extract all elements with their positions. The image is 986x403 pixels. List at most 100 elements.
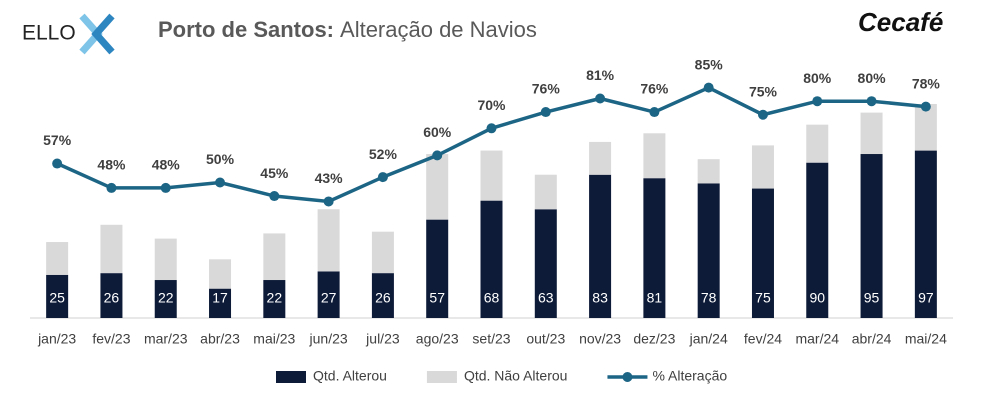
line-point (757, 109, 768, 120)
x-tick-label: nov/23 (579, 331, 621, 347)
x-tick-label: jun/23 (309, 331, 348, 347)
line-value-label: 78% (912, 75, 941, 91)
line-value-label: 48% (152, 157, 181, 173)
bar-value-label: 22 (267, 290, 283, 306)
line-point (160, 182, 171, 193)
legend-label: Qtd. Não Alterou (464, 368, 568, 384)
line-value-label: 52% (369, 146, 398, 162)
brand-icon (79, 13, 115, 55)
legend-label: % Alteração (652, 368, 727, 384)
x-tick-label: dez/23 (633, 331, 675, 347)
bar-segment (100, 224, 123, 274)
bar-segment (46, 242, 69, 275)
line-value-label: 43% (315, 170, 344, 186)
line-point (540, 107, 551, 118)
bar-segment (697, 159, 720, 184)
title-bold: Porto de Santos: (158, 17, 334, 42)
line-point (812, 96, 823, 107)
line-value-label: 76% (532, 81, 561, 97)
x-tick-label: mar/23 (144, 331, 188, 347)
legend-swatch (276, 371, 306, 383)
bar-value-label: 95 (864, 290, 880, 306)
line-point (595, 93, 606, 104)
bar-value-label: 97 (918, 290, 934, 306)
bar-value-label: 27 (321, 290, 337, 306)
bar-value-label: 17 (212, 290, 228, 306)
bar-segment (317, 271, 340, 318)
bar-segment (480, 200, 503, 318)
bar-segment (46, 274, 69, 318)
bar-segment (589, 174, 612, 318)
line-value-label: 81% (586, 67, 615, 83)
bar-value-label: 26 (375, 290, 391, 306)
bar-segment (914, 103, 937, 151)
bar-value-label: 68 (484, 290, 500, 306)
bar-segment (534, 174, 557, 210)
x-tick-label: fev/24 (744, 331, 782, 347)
x-tick-label: jul/23 (365, 331, 400, 347)
bar-segment (263, 233, 286, 281)
line-point (432, 150, 443, 161)
bar-segment (860, 112, 883, 155)
legend-marker (622, 372, 633, 382)
bar-segment (480, 150, 503, 201)
bar-value-label: 22 (158, 290, 174, 306)
bar-segment (371, 273, 394, 318)
legend-swatch (426, 371, 457, 383)
x-tick-label: mai/24 (905, 331, 947, 347)
bar-segment (751, 145, 774, 189)
x-tick-label: mar/24 (795, 331, 839, 347)
bar-segment (751, 188, 774, 318)
bar-segment (643, 178, 666, 318)
line-value-label: 85% (695, 56, 724, 72)
bar-value-label: 63 (538, 290, 554, 306)
x-tick-label: jan/23 (37, 331, 76, 347)
line-value-label: 75% (749, 83, 778, 99)
bar-segment (697, 183, 720, 318)
bar-segment (371, 231, 394, 274)
bar-value-label: 26 (104, 290, 120, 306)
chart-title: Porto de Santos: Alteração de Navios (158, 17, 537, 42)
line-point (269, 191, 280, 202)
x-tick-label: fev/23 (92, 331, 130, 347)
bar-segment (426, 154, 449, 220)
bar-segment (806, 124, 829, 163)
bar-segment (589, 141, 612, 175)
bar-segment (209, 259, 232, 289)
x-tick-label: abr/24 (852, 331, 892, 347)
bar-segment (154, 238, 177, 281)
line-value-label: 80% (803, 70, 832, 86)
line-value-label: 70% (477, 97, 506, 113)
bar-segment (263, 280, 286, 318)
line-value-label: 48% (97, 157, 126, 173)
title-text: Alteração de Navios (340, 17, 537, 42)
line-value-label: 50% (206, 151, 235, 167)
bar-value-label: 78 (701, 290, 717, 306)
bar-segment (806, 162, 829, 318)
bar-segment (914, 150, 937, 318)
bar-value-label: 81 (647, 290, 663, 306)
x-tick-label: abr/23 (200, 331, 240, 347)
line-point (215, 177, 226, 188)
bar-value-label: 75 (755, 290, 771, 306)
x-tick-label: set/23 (472, 331, 510, 347)
line-point (703, 82, 714, 93)
bar-segment (643, 133, 666, 179)
line-point (52, 158, 63, 169)
bar-segment (426, 219, 449, 318)
bar-value-label: 25 (49, 290, 65, 306)
bar-value-label: 90 (809, 290, 825, 306)
x-tick-label: ago/23 (416, 331, 459, 347)
legend-label: Qtd. Alterou (313, 368, 387, 384)
bar-value-label: 57 (429, 290, 445, 306)
bar-segment (154, 280, 177, 318)
line-value-label: 45% (260, 165, 289, 181)
x-tick-label: out/23 (526, 331, 565, 347)
line-point (486, 123, 497, 134)
line-point (106, 182, 117, 193)
line-point (649, 107, 660, 118)
line-point (323, 196, 334, 207)
bar-segment (317, 209, 340, 272)
bar-segment (860, 154, 883, 318)
